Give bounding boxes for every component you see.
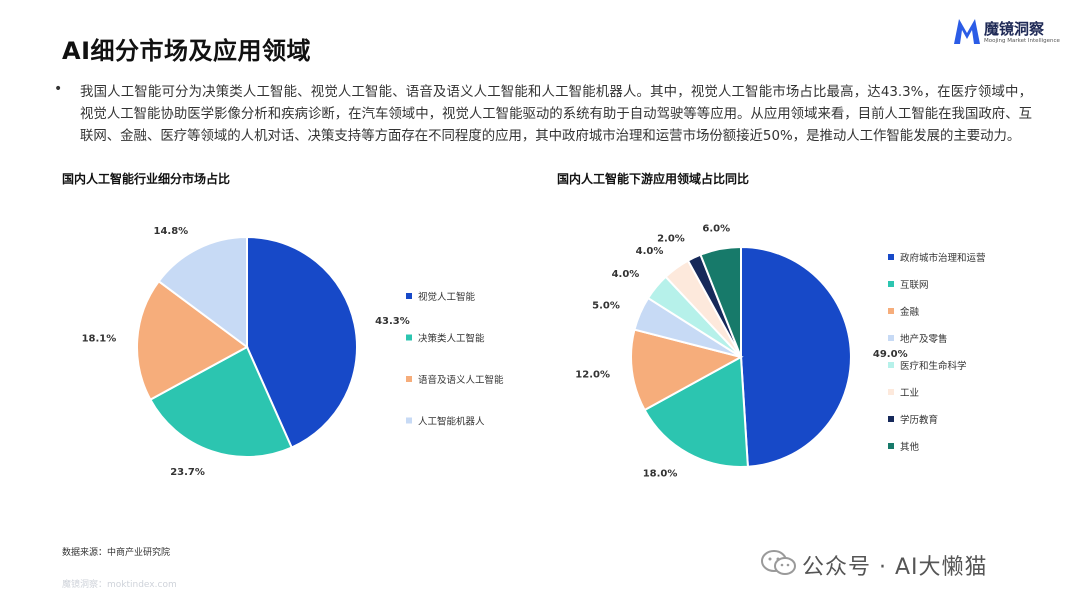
chart2-legend-swatch-7 [888,443,894,449]
chart1-legend-label-3: 人工智能机器人 [418,416,485,428]
chart2-legend-swatch-5 [888,389,894,395]
chart2-legend-label-6: 学历教育 [900,414,938,426]
brand-logo: 魔镜洞察 Moojing Market Intelligence [952,16,1062,52]
chart2-legend-swatch-3 [888,335,894,341]
chart1-slice-2 [136,279,249,401]
footer-url: 魔镜洞察：moktindex.com [62,580,177,590]
chart1-value-label-1: 23.7% [170,467,205,478]
chart2-slice-7 [699,245,742,358]
chart2-legend-label-5: 工业 [900,388,919,399]
chart2-value-label-4: 4.0% [612,269,640,280]
chart2-legend-label-3: 地产及零售 [900,333,948,345]
watermark-text: 公众号 · AI大懒猫 [802,555,988,580]
chart2-value-label-7: 6.0% [702,223,730,234]
brand-name: 魔镜洞察 [984,20,1045,38]
chart2-slice-1 [643,355,749,468]
wechat-icon [761,550,796,575]
chart1-value-label-0: 43.3% [375,316,410,327]
chart2-legend-label-1: 互联网 [900,280,929,291]
chart1-title: 国内人工智能行业细分市场占比 [62,172,231,186]
chart1-legend-label-0: 视觉人工智能 [418,291,476,303]
chart2-legend-label-0: 政府城市治理和运营 [900,252,986,264]
chart1-value-label-2: 18.1% [82,334,117,345]
chart2-value-label-3: 5.0% [592,301,620,312]
summary-paragraph: 我国人工智能可分为决策类人工智能、视觉人工智能、语音及语义人工智能和人工智能机器… [80,85,1032,144]
chart1-slice-3 [157,235,248,349]
chart2-value-label-5: 4.0% [636,246,664,257]
chart2-slice-0 [740,245,852,468]
chart2-legend-label-4: 医疗和生命科学 [900,360,967,372]
chart2-legend-swatch-1 [888,281,894,287]
chart1-legend-swatch-2 [406,376,412,382]
chart1-legend-label-2: 语音及语义人工智能 [418,374,504,386]
chart2-legend-swatch-2 [888,308,894,314]
chart1-legend-swatch-0 [406,293,412,299]
data-source-note: 数据来源：中商产业研究院 [62,548,171,558]
chart1-legend-label-1: 决策类人工智能 [418,333,485,345]
chart1-slice-1 [149,345,294,458]
chart2-value-label-1: 18.0% [643,469,678,480]
page-title: AI细分市场及应用领域 [62,37,312,65]
chart1-legend-swatch-1 [406,334,412,341]
chart2-legend-swatch-4 [888,362,894,368]
bullet-marker: • [54,81,63,97]
chart2-legend-label-7: 其他 [900,441,920,453]
chart2-legend-label-2: 金融 [900,306,920,318]
brand-subtitle: Moojing Market Intelligence [984,38,1060,44]
chart2-value-label-0: 49.0% [873,349,908,360]
brand-m-icon [954,19,980,44]
chart2-value-label-6: 2.0% [657,234,685,245]
chart1-value-label-3: 14.8% [153,226,188,237]
chart2-title: 国内人工智能下游应用领域占比同比 [557,172,750,186]
chart2-legend-swatch-6 [888,416,894,422]
chart2-slice-2 [630,328,744,412]
chart1-slice-0 [246,235,358,449]
chart1-legend-swatch-3 [406,417,412,424]
chart2-value-label-2: 12.0% [575,370,610,381]
chart2-legend-swatch-0 [888,254,894,260]
